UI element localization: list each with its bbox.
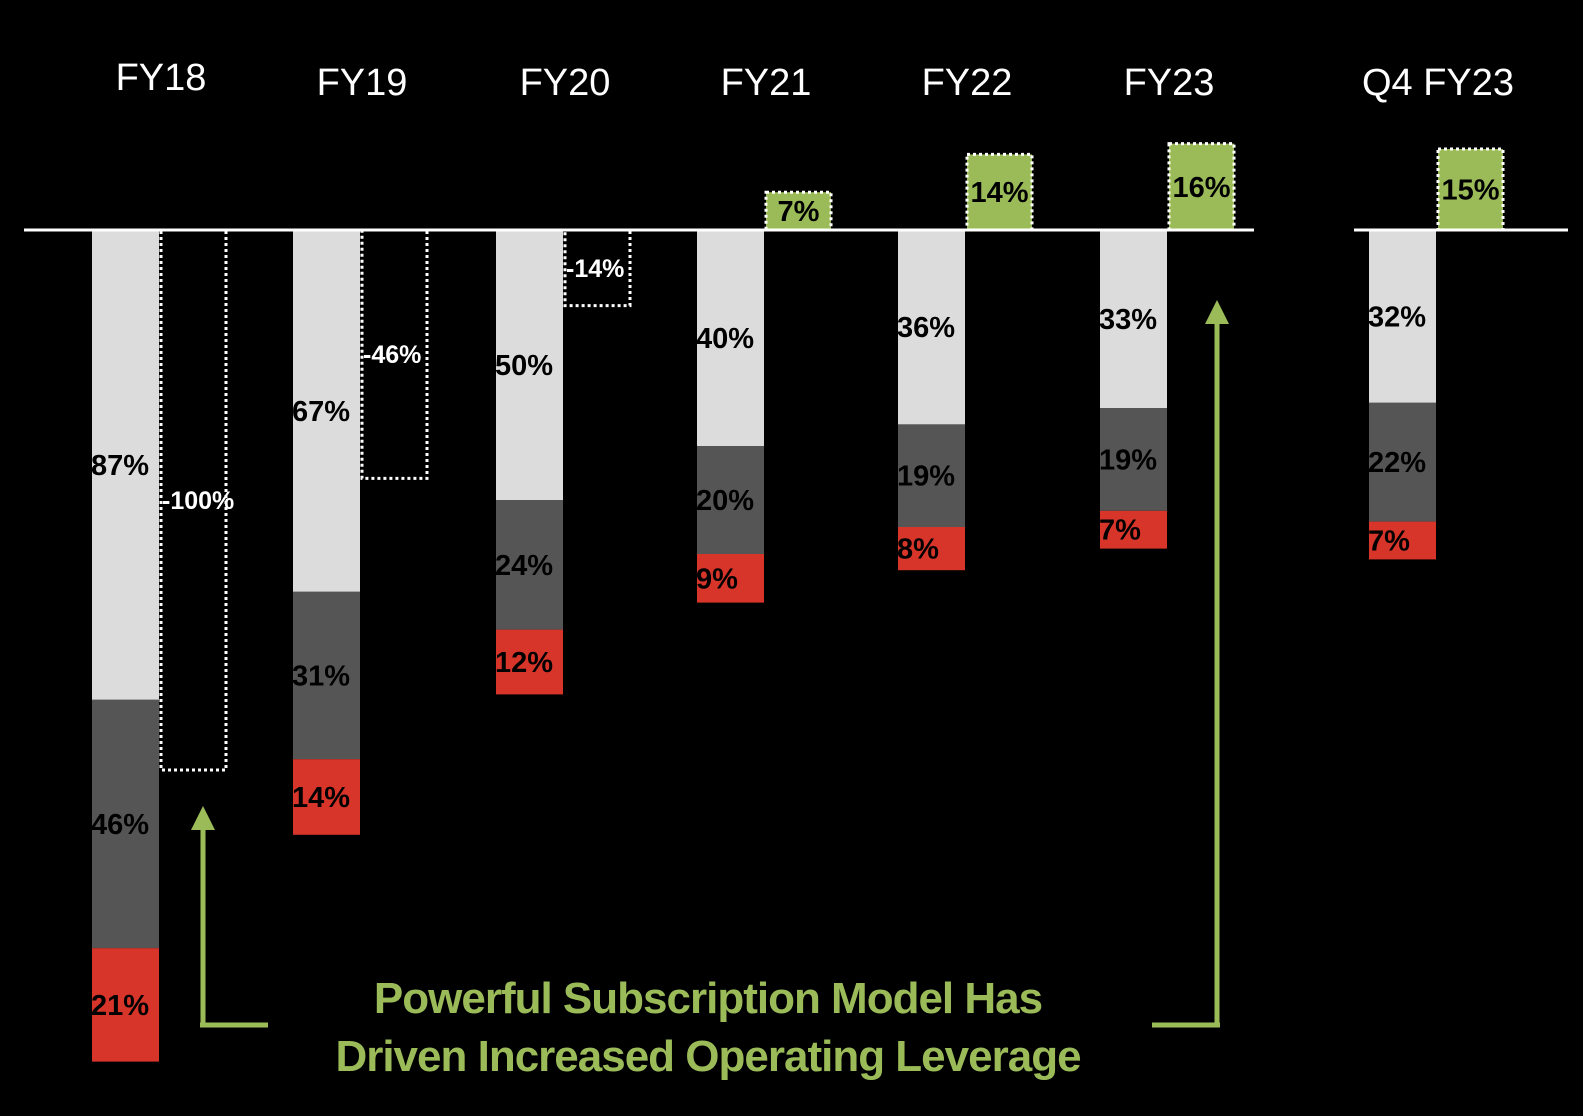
margin-label-fy20: -14% xyxy=(566,255,624,283)
bar-dark-fy23 xyxy=(1100,408,1167,511)
value-label-dark-fy20: 24% xyxy=(495,550,553,582)
value-label-light-fy23: 33% xyxy=(1099,304,1157,336)
period-label-fy18: FY18 xyxy=(116,57,207,99)
bar-light-q4-fy23 xyxy=(1369,230,1436,403)
callout-arrow-left-head xyxy=(191,806,215,830)
period-label-fy22: FY22 xyxy=(922,62,1013,104)
value-label-dark-fy22: 19% xyxy=(897,461,955,493)
margin-label-q4-fy23: 15% xyxy=(1441,175,1499,207)
value-label-red-fy23: 7% xyxy=(1099,515,1141,547)
bar-dark-fy18 xyxy=(92,699,159,949)
bars-layer xyxy=(92,142,1505,1062)
value-label-light-q4-fy23: 32% xyxy=(1368,301,1426,333)
bar-light-fy20 xyxy=(496,230,563,500)
value-label-light-fy21: 40% xyxy=(696,323,754,355)
margin-label-fy18: -100% xyxy=(162,487,234,515)
value-label-red-fy20: 12% xyxy=(495,647,553,679)
value-label-red-q4-fy23: 7% xyxy=(1368,526,1410,558)
period-label-q4-fy23: Q4 FY23 xyxy=(1362,62,1514,104)
value-label-dark-fy19: 31% xyxy=(292,661,350,693)
bar-red-fy22 xyxy=(898,527,965,571)
period-label-fy21: FY21 xyxy=(721,62,812,104)
callout-line-2: Driven Increased Operating Leverage xyxy=(335,1032,1080,1081)
margin-label-fy21: 7% xyxy=(778,196,820,228)
value-label-red-fy18: 21% xyxy=(91,990,149,1022)
bar-red-fy18 xyxy=(92,948,159,1062)
bar-red-fy19 xyxy=(293,759,360,835)
bar-red-fy23 xyxy=(1100,510,1167,549)
bar-dark-q4-fy23 xyxy=(1369,402,1436,522)
bar-dark-fy19 xyxy=(293,591,360,760)
value-label-dark-fy18: 46% xyxy=(91,809,149,841)
callout-arrow-right-head xyxy=(1205,300,1229,324)
value-label-red-fy19: 14% xyxy=(292,782,350,814)
bar-light-fy18 xyxy=(92,230,159,700)
bar-light-fy19 xyxy=(293,230,360,592)
labels-layer: FY18 87% 46% 21% -100% FY19 67% 31% 14% -46% FY20 5… xyxy=(91,57,1514,1022)
value-label-light-fy20: 50% xyxy=(495,350,553,382)
margin-bar-fy22 xyxy=(965,152,1034,232)
bar-dark-fy22 xyxy=(898,424,965,527)
bar-light-fy22 xyxy=(898,230,965,425)
bar-dark-fy21 xyxy=(697,446,764,554)
bar-red-fy20 xyxy=(496,629,563,695)
margin-bar-fy21 xyxy=(764,190,833,232)
value-label-light-fy18: 87% xyxy=(91,450,149,482)
period-label-fy20: FY20 xyxy=(520,62,611,104)
value-label-dark-fy21: 20% xyxy=(696,485,754,517)
margin-label-fy22: 14% xyxy=(970,177,1028,209)
bar-light-fy21 xyxy=(697,230,764,446)
margin-label-fy19: -46% xyxy=(363,341,421,369)
value-label-red-fy22: 8% xyxy=(897,534,939,566)
period-label-fy23: FY23 xyxy=(1124,62,1215,104)
value-label-light-fy19: 67% xyxy=(292,396,350,428)
margin-label-fy23: 16% xyxy=(1172,172,1230,204)
value-label-light-fy22: 36% xyxy=(897,312,955,344)
bar-light-fy23 xyxy=(1100,230,1167,409)
value-label-red-fy21: 9% xyxy=(696,563,738,595)
value-label-dark-fy23: 19% xyxy=(1099,445,1157,477)
period-label-fy19: FY19 xyxy=(317,62,408,104)
margin-bar-fy23 xyxy=(1167,142,1236,232)
bar-red-fy21 xyxy=(697,554,764,603)
margin-bar-q4-fy23 xyxy=(1436,147,1505,232)
annotation-layer: Powerful Subscription Model Has Driven I… xyxy=(191,300,1229,1081)
callout-line-1: Powerful Subscription Model Has xyxy=(374,974,1042,1023)
value-label-dark-q4-fy23: 22% xyxy=(1368,447,1426,479)
bar-red-q4-fy23 xyxy=(1369,521,1436,560)
bar-dark-fy20 xyxy=(496,500,563,630)
